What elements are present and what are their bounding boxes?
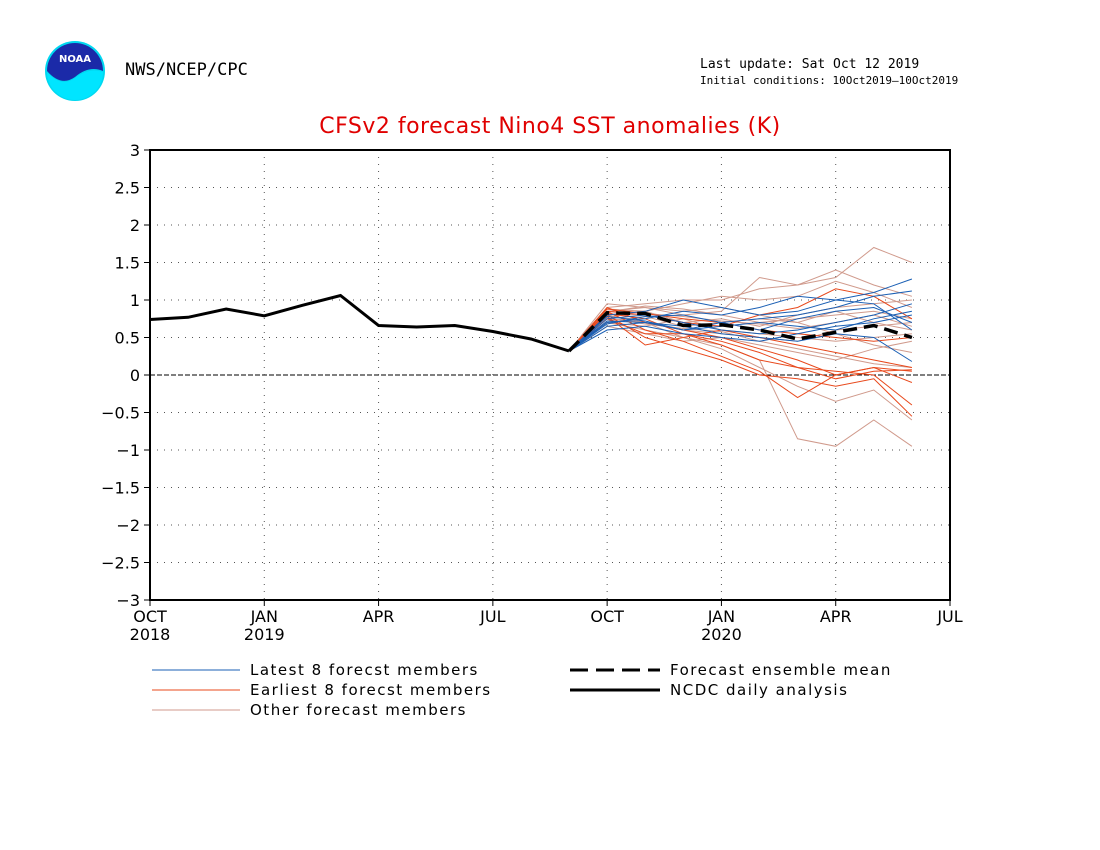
y-tick-label: 3 <box>130 141 140 160</box>
legend-label: NCDC daily analysis <box>670 681 848 699</box>
x-tick-year-label: 2020 <box>701 625 742 644</box>
y-tick-label: −1.5 <box>101 479 140 498</box>
x-tick-label: OCT <box>590 607 624 626</box>
other-member-line <box>568 305 912 352</box>
latest-member-line <box>568 303 913 352</box>
x-tick-label: JAN <box>250 607 278 626</box>
legend-label: Forecast ensemble mean <box>670 661 892 679</box>
x-tick-label: APR <box>820 607 852 626</box>
x-tick-year-label: 2019 <box>244 625 285 644</box>
x-tick-label: APR <box>363 607 395 626</box>
main-layer <box>149 293 913 353</box>
y-tick-label: −1 <box>116 441 140 460</box>
earliest-member-line <box>568 312 912 380</box>
latest-member-line <box>568 310 912 352</box>
x-tick-year-label: 2018 <box>130 625 171 644</box>
x-tick-label: JUL <box>936 607 962 626</box>
x-tick-label: JUL <box>479 607 505 626</box>
legend: Latest 8 forecst members Earliest 8 forec… <box>152 661 892 719</box>
earliest-member-line <box>568 314 913 417</box>
legend-label: Latest 8 forecst members <box>250 661 479 679</box>
other-member-line <box>568 325 912 361</box>
ensemble-mean-line <box>567 311 913 353</box>
last-update-text: Last update: Sat Oct 12 2019 <box>700 57 920 72</box>
initial-conditions-text: Initial conditions: 10Oct2019–10Oct2019 <box>700 74 959 87</box>
x-tick-label: OCT <box>133 607 167 626</box>
organization-label: NWS/NCEP/CPC <box>125 60 248 80</box>
y-tick-label: −3 <box>116 591 140 610</box>
latest-member-line <box>568 320 913 362</box>
y-tick-label: 1.5 <box>115 254 140 273</box>
y-tick-label: −2 <box>116 516 140 535</box>
earliest-member-line <box>568 306 912 376</box>
grid-layer <box>150 150 950 600</box>
analysis-line <box>149 293 570 353</box>
y-tick-label: 0.5 <box>115 329 140 348</box>
noaa-logo: NOAA <box>45 41 105 101</box>
x-tick-label: JAN <box>707 607 735 626</box>
member-layer <box>568 246 913 447</box>
chart-title: CFSv2 forecast Nino4 SST anomalies (K) <box>319 114 781 139</box>
earliest-member-line <box>568 315 912 368</box>
y-tick-label: −0.5 <box>101 404 140 423</box>
y-tick-label: 1 <box>130 291 140 310</box>
plot-frame <box>149 149 951 601</box>
legend-label: Earliest 8 forecst members <box>250 681 492 699</box>
y-tick-label: 0 <box>130 366 140 385</box>
noaa-logo-text: NOAA <box>59 54 91 65</box>
earliest-member-line <box>568 318 913 406</box>
legend-label: Other forecast members <box>250 701 467 719</box>
y-tick-label: 2.5 <box>115 179 140 198</box>
y-tick-label: 2 <box>130 216 140 235</box>
other-member-line <box>568 280 913 352</box>
y-tick-label: −2.5 <box>101 554 140 573</box>
axis-layer: 32.521.510.50−0.5−1−1.5−2−2.5−3OCT2018JA… <box>101 141 963 644</box>
